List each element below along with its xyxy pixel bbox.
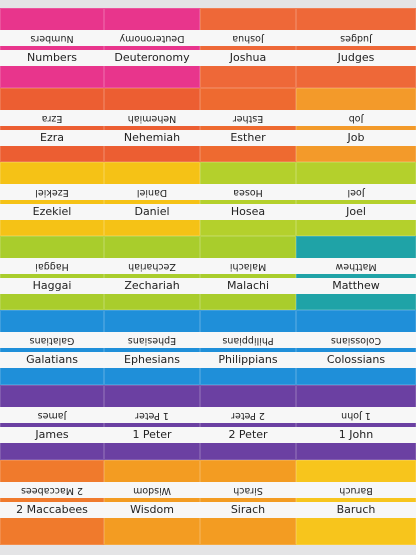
label-strip (0, 258, 416, 274)
tab-label: Judges (337, 51, 375, 64)
label-strip (0, 50, 416, 66)
tab-label-inverted: Matthew (335, 261, 377, 272)
tab-color-block (104, 8, 200, 88)
tab-label-inverted: Job (348, 113, 364, 124)
tab-label: Numbers (27, 51, 77, 64)
tab-label: Wisdom (130, 503, 174, 516)
tab-label-inverted: Galatians (29, 335, 75, 346)
tab-label: Ezekiel (32, 205, 72, 218)
tab-label: Malachi (226, 279, 270, 292)
tab-label: Haggai (32, 279, 72, 292)
tab-label: 1 John (338, 428, 374, 441)
tab-label: Joshua (229, 51, 267, 64)
tab-label: Colossians (326, 353, 386, 366)
tab-label: Galatians (26, 353, 78, 366)
tab-label: Ephesians (124, 353, 180, 366)
label-strip (0, 427, 416, 443)
tab-label: Hosea (230, 205, 266, 218)
tab-label: Nehemiah (123, 131, 181, 144)
tab-label: Philippians (218, 353, 278, 366)
tab-label: Zechariah (124, 279, 180, 292)
tab-label-inverted: Ephesians (127, 335, 177, 346)
tab-label-inverted: James (37, 410, 67, 421)
tab-label-inverted: Philippians (222, 335, 274, 346)
tab-label: Baruch (336, 503, 376, 516)
tab-label: 2 Peter (228, 428, 268, 441)
tab-label-inverted: Zechariah (128, 261, 176, 272)
tab-label-inverted: Nehemiah (127, 113, 177, 124)
label-strip (0, 30, 416, 46)
tab-label-inverted: Deuteronomy (119, 33, 185, 44)
tab-color-block (0, 8, 104, 88)
tab-label: Joel (346, 205, 366, 218)
label-strip (0, 130, 416, 146)
tab-label-inverted: Hosea (233, 187, 263, 198)
tab-label: Ezra (40, 131, 64, 144)
tab-label: Deuteronomy (114, 51, 190, 64)
tab-label: Daniel (134, 205, 170, 218)
tab-label-inverted: Sirach (233, 485, 263, 496)
tab-label: Matthew (332, 279, 380, 292)
label-strip (0, 204, 416, 220)
tab-label: 1 Peter (132, 428, 172, 441)
tab-label-inverted: 1 Peter (135, 410, 169, 421)
tab-label-inverted: Haggai (35, 261, 69, 272)
tab-label: James (35, 428, 69, 441)
label-strip (0, 502, 416, 518)
label-strip (0, 332, 416, 348)
label-strip (0, 110, 416, 126)
label-strip (0, 482, 416, 498)
tab-label-inverted: 2 Maccabees (20, 485, 84, 496)
label-strip (0, 278, 416, 294)
tab-label-inverted: Joshua (232, 33, 264, 44)
tab-label: Esther (230, 131, 266, 144)
tab-label: Job (347, 131, 365, 144)
tab-label-inverted: Daniel (136, 187, 168, 198)
tab-label-inverted: Esther (232, 113, 264, 124)
tab-label-inverted: 1 John (341, 410, 371, 421)
tab-label-inverted: 2 Peter (231, 410, 265, 421)
tab-label-inverted: Joel (347, 187, 365, 198)
tab-label-inverted: Wisdom (133, 485, 171, 496)
tab-color-block (200, 8, 296, 88)
tab-label-inverted: Malachi (229, 261, 267, 272)
label-strip (0, 184, 416, 200)
tab-label-inverted: Colossians (330, 335, 382, 346)
tab-label-inverted: Baruch (339, 485, 373, 496)
tab-color-block (296, 8, 416, 88)
tab-label: Sirach (230, 503, 266, 516)
tab-label-inverted: Numbers (30, 33, 74, 44)
tab-label-inverted: Judges (340, 33, 372, 44)
tab-label-inverted: Ezekiel (35, 187, 69, 198)
tab-label: 2 Maccabees (16, 503, 88, 516)
label-strip (0, 352, 416, 368)
tab-label-inverted: Ezra (41, 113, 63, 124)
label-strip (0, 407, 416, 423)
